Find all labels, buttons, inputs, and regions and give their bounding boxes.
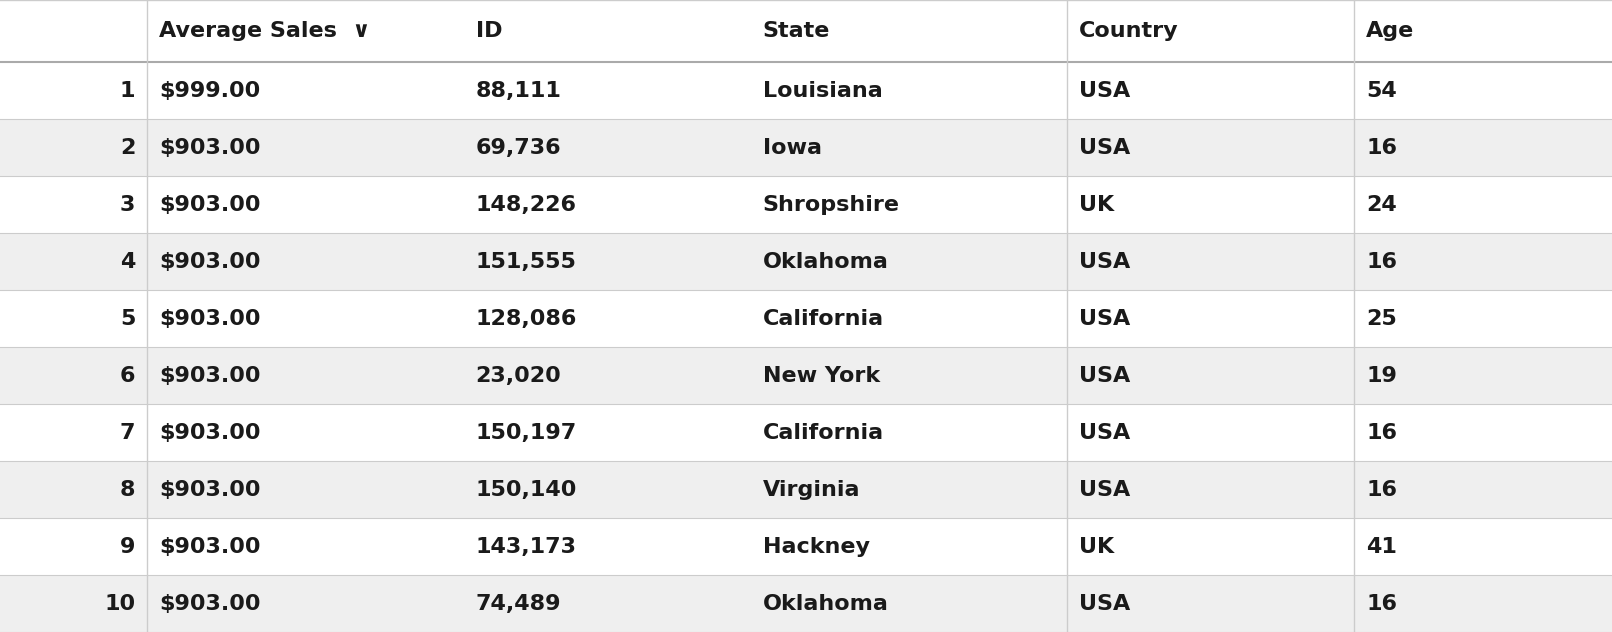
Text: USA: USA [1080,480,1130,499]
Text: 150,197: 150,197 [476,423,577,442]
Text: 16: 16 [1367,252,1398,272]
Text: $903.00: $903.00 [160,195,261,215]
Text: USA: USA [1080,308,1130,329]
Text: New York: New York [762,365,880,386]
Bar [0,290,1612,347]
Text: USA: USA [1080,365,1130,386]
Text: 19: 19 [1367,365,1398,386]
Bar [0,233,1612,290]
Text: 6: 6 [119,365,135,386]
Text: Hackney: Hackney [762,537,870,557]
Text: 7: 7 [119,423,135,442]
Text: Louisiana: Louisiana [762,81,882,100]
Text: 16: 16 [1367,138,1398,157]
Text: 128,086: 128,086 [476,308,577,329]
Text: California: California [762,423,883,442]
Text: Shropshire: Shropshire [762,195,899,215]
Text: Average Sales  ∨: Average Sales ∨ [160,21,371,41]
Text: 74,489: 74,489 [476,593,561,614]
Text: UK: UK [1080,195,1114,215]
Text: USA: USA [1080,593,1130,614]
Text: $903.00: $903.00 [160,252,261,272]
Text: 2: 2 [119,138,135,157]
Text: 16: 16 [1367,480,1398,499]
Text: USA: USA [1080,252,1130,272]
Bar [0,0,1612,62]
Text: 16: 16 [1367,593,1398,614]
Text: $903.00: $903.00 [160,480,261,499]
Text: 4: 4 [119,252,135,272]
Bar [0,62,1612,119]
Text: USA: USA [1080,138,1130,157]
Text: 10: 10 [105,593,135,614]
Text: 41: 41 [1367,537,1398,557]
Text: 69,736: 69,736 [476,138,561,157]
Text: State: State [762,21,830,41]
Text: Oklahoma: Oklahoma [762,252,888,272]
Text: 88,111: 88,111 [476,81,561,100]
Text: Oklahoma: Oklahoma [762,593,888,614]
Text: Age: Age [1367,21,1415,41]
Text: 151,555: 151,555 [476,252,577,272]
Text: USA: USA [1080,81,1130,100]
Text: 23,020: 23,020 [476,365,561,386]
Bar [0,518,1612,575]
Text: 8: 8 [119,480,135,499]
Text: 16: 16 [1367,423,1398,442]
Text: $903.00: $903.00 [160,423,261,442]
Bar [0,461,1612,518]
Text: 5: 5 [119,308,135,329]
Text: 24: 24 [1367,195,1398,215]
Text: 54: 54 [1367,81,1398,100]
Text: $903.00: $903.00 [160,308,261,329]
Text: $903.00: $903.00 [160,138,261,157]
Text: Virginia: Virginia [762,480,861,499]
Text: 3: 3 [119,195,135,215]
Text: $903.00: $903.00 [160,593,261,614]
Text: 148,226: 148,226 [476,195,577,215]
Text: $903.00: $903.00 [160,537,261,557]
Bar [0,119,1612,176]
Text: 150,140: 150,140 [476,480,577,499]
Bar [0,176,1612,233]
Text: 143,173: 143,173 [476,537,577,557]
Text: UK: UK [1080,537,1114,557]
Text: $999.00: $999.00 [160,81,261,100]
Text: 9: 9 [119,537,135,557]
Bar [0,404,1612,461]
Text: 1: 1 [119,81,135,100]
Text: $903.00: $903.00 [160,365,261,386]
Text: USA: USA [1080,423,1130,442]
Bar [0,347,1612,404]
Text: Country: Country [1080,21,1178,41]
Text: ID: ID [476,21,503,41]
Bar [0,575,1612,632]
Text: 25: 25 [1367,308,1398,329]
Text: California: California [762,308,883,329]
Text: Iowa: Iowa [762,138,822,157]
